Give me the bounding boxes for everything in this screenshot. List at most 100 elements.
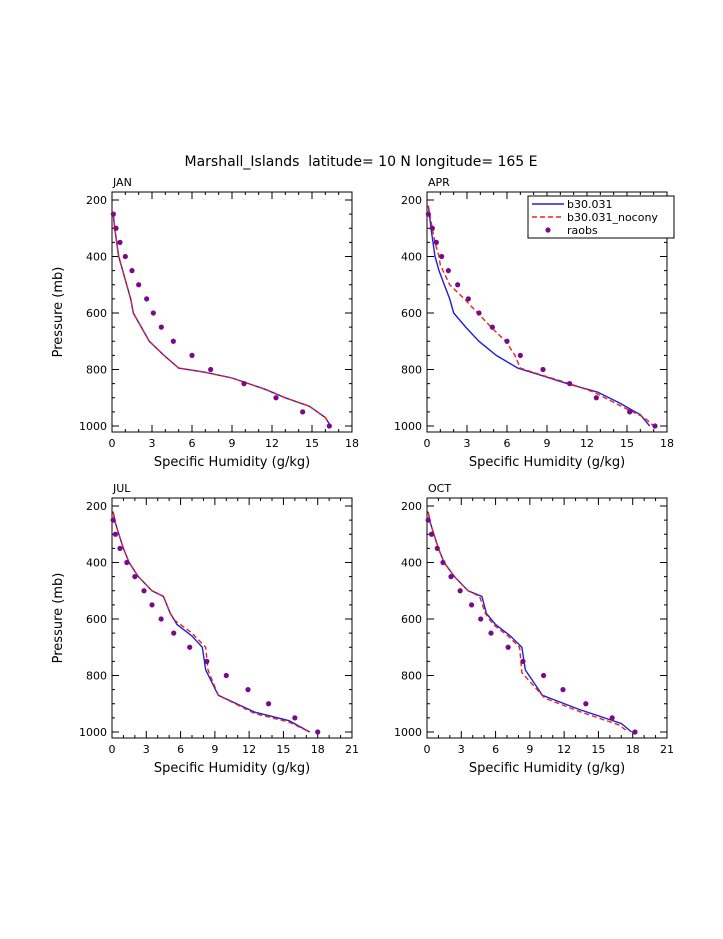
raobs-point	[170, 338, 176, 344]
x-tick-label: 15	[276, 743, 290, 756]
raobs-point	[208, 366, 214, 373]
raobs-point	[560, 687, 566, 693]
nocony-series-line	[427, 205, 655, 427]
x-tick-label: 12	[580, 437, 594, 450]
raobs-point	[117, 239, 123, 245]
raobs-point	[425, 517, 431, 523]
y-tick-label: 1000	[394, 420, 422, 433]
raobs-point	[609, 715, 615, 721]
raobs-point	[440, 559, 446, 566]
raobs-point	[540, 366, 546, 373]
x-tick-label: 0	[109, 743, 116, 756]
raobs-point	[158, 324, 164, 330]
x-tick-label: 3	[149, 437, 156, 450]
x-tick-label: 0	[109, 437, 116, 450]
model-series-line	[112, 511, 311, 733]
x-tick-label: 15	[591, 743, 605, 756]
raobs-point	[265, 701, 272, 707]
raobs-point	[113, 225, 119, 231]
y-tick-label: 1000	[79, 420, 107, 433]
raobs-point	[517, 352, 523, 358]
raobs-point	[433, 239, 439, 245]
raobs-point	[136, 282, 142, 288]
x-tick-label: 9	[544, 437, 551, 450]
x-tick-label: 6	[189, 437, 196, 450]
x-tick-label: 18	[311, 743, 325, 756]
y-tick-label: 800	[86, 364, 107, 377]
model-series-line	[427, 511, 633, 733]
y-tick-label: 800	[401, 670, 422, 683]
nocony-series-line	[427, 511, 629, 733]
x-axis-label: Specific Humidity (g/kg)	[469, 455, 625, 470]
x-tick-label: 18	[345, 437, 359, 450]
raobs-point	[425, 211, 431, 217]
raobs-point	[124, 559, 130, 566]
raobs-point	[504, 338, 510, 344]
raobs-point	[478, 616, 484, 622]
nocony-series-line	[112, 214, 332, 427]
raobs-point	[505, 644, 511, 650]
panel-jan: 0 3 6 9 12 15 18 200 400 600 800 1000 JAN Specific Hu…	[51, 176, 359, 470]
y-tick-label: 600	[86, 307, 107, 320]
raobs-point	[583, 701, 589, 707]
x-tick-label: 15	[620, 437, 634, 450]
raobs-point	[476, 310, 482, 316]
y-tick-label: 1000	[79, 726, 107, 739]
raobs-point	[129, 268, 135, 274]
raobs-point	[465, 296, 471, 302]
x-tick-label: 0	[424, 437, 431, 450]
x-tick-label: 12	[242, 743, 256, 756]
raobs-point	[223, 672, 229, 679]
plot-frame	[111, 191, 353, 433]
raobs-point	[489, 324, 495, 330]
raobs-point	[122, 253, 128, 260]
legend-label: b30.031_nocony	[567, 211, 658, 224]
nocony-series-line	[112, 511, 311, 733]
y-tick-label: 600	[401, 307, 422, 320]
raobs-point	[132, 574, 138, 580]
raobs-point	[112, 531, 119, 537]
y-tick-label: 200	[401, 500, 422, 513]
raobs-point	[520, 658, 526, 664]
x-tick-label: 3	[464, 437, 471, 450]
raobs-point	[428, 531, 435, 537]
y-tick-label: 400	[86, 557, 107, 570]
y-axis-label: Pressure (mb)	[51, 267, 66, 358]
legend-label: b30.031	[567, 198, 612, 211]
y-tick-label: 600	[401, 613, 422, 626]
plot-frame	[426, 497, 668, 739]
raobs-point	[457, 588, 463, 594]
raobs-point	[455, 282, 461, 288]
x-axis-label: Specific Humidity (g/kg)	[154, 761, 310, 776]
raobs-point	[141, 588, 147, 594]
x-axis-label: Specific Humidity (g/kg)	[154, 455, 310, 470]
raobs-point	[439, 253, 445, 260]
raobs-point	[468, 602, 475, 608]
raobs-point	[189, 352, 195, 358]
x-tick-label: 9	[211, 743, 218, 756]
x-axis-label: Specific Humidity (g/kg)	[469, 761, 625, 776]
model-series-line	[112, 214, 332, 427]
y-tick-label: 400	[401, 557, 422, 570]
x-tick-label: 3	[143, 743, 150, 756]
raobs-point	[187, 644, 193, 650]
legend-label: raobs	[567, 224, 598, 237]
raobs-point	[445, 268, 451, 274]
x-tick-label: 18	[660, 437, 674, 450]
raobs-point	[149, 602, 155, 608]
y-tick-label: 800	[86, 670, 107, 683]
raobs-point	[204, 658, 210, 664]
x-tick-label: 21	[345, 743, 359, 756]
x-tick-label: 18	[626, 743, 640, 756]
raobs-point	[540, 672, 547, 679]
y-axis-label: Pressure (mb)	[51, 573, 66, 664]
x-tick-label: 9	[229, 437, 236, 450]
panel-oct: 0 3 6 9 12 15 18 21 200 400 600 800 1000 OCT Specific …	[394, 482, 674, 776]
raobs-point	[448, 574, 454, 580]
panel-label: JUL	[112, 482, 131, 495]
panel-label: OCT	[428, 482, 451, 495]
raobs-point	[488, 630, 494, 636]
x-tick-label: 6	[492, 743, 499, 756]
y-tick-label: 200	[86, 194, 107, 207]
